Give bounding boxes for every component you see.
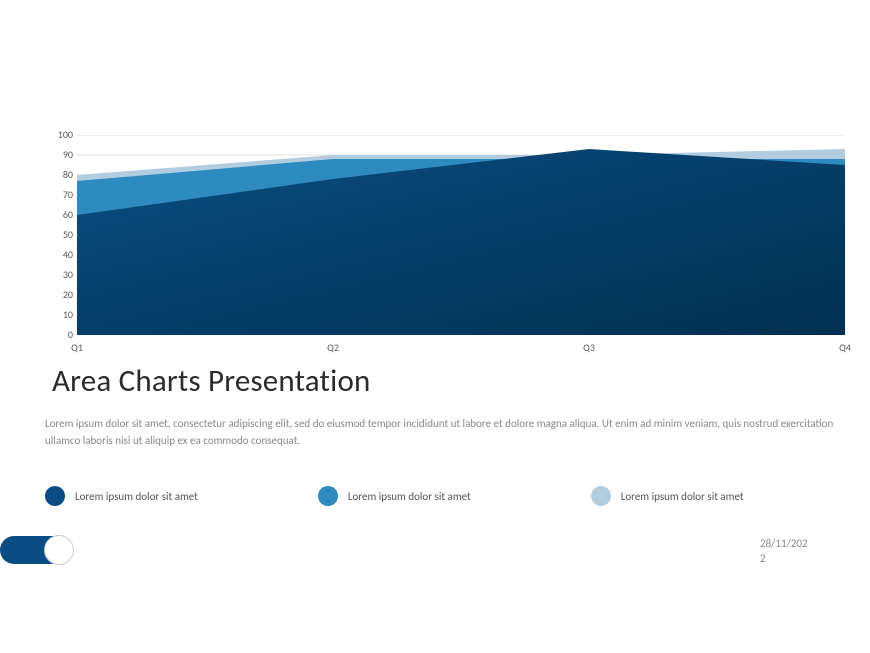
toggle-switch[interactable] — [0, 536, 72, 564]
slide-container: 100 90 80 70 60 50 40 30 20 10 0 — [0, 0, 870, 653]
chart-plot — [77, 135, 845, 335]
legend-item-3: Lorem ipsum dolor sit amet — [591, 486, 744, 506]
legend-dot-icon — [318, 486, 338, 506]
legend-dot-icon — [45, 486, 65, 506]
legend-label: Lorem ipsum dolor sit amet — [621, 490, 744, 503]
y-label: 50 — [47, 230, 73, 240]
x-label: Q4 — [839, 341, 851, 354]
y-label: 20 — [47, 290, 73, 300]
description-text: Lorem ipsum dolor sit amet, consectetur … — [45, 416, 835, 449]
y-label: 60 — [47, 210, 73, 220]
area-chart: 100 90 80 70 60 50 40 30 20 10 0 — [45, 135, 845, 360]
legend-item-1: Lorem ipsum dolor sit amet — [45, 486, 198, 506]
y-label: 80 — [47, 170, 73, 180]
y-label: 0 — [47, 330, 73, 340]
page-title: Area Charts Presentation — [52, 362, 371, 400]
y-label: 70 — [47, 190, 73, 200]
slide-date: 28/11/2022 — [760, 536, 810, 567]
y-label: 10 — [47, 310, 73, 320]
legend-dot-icon — [591, 486, 611, 506]
y-label: 90 — [47, 150, 73, 160]
y-label: 100 — [47, 130, 73, 140]
x-axis: Q1 Q2 Q3 Q4 — [77, 341, 845, 357]
legend-label: Lorem ipsum dolor sit amet — [75, 490, 198, 503]
x-label: Q3 — [583, 341, 595, 354]
x-label: Q1 — [71, 341, 83, 354]
chart-legend: Lorem ipsum dolor sit amet Lorem ipsum d… — [45, 486, 845, 506]
x-label: Q2 — [327, 341, 339, 354]
y-label: 30 — [47, 270, 73, 280]
title-block: Area Charts Presentation — [52, 362, 371, 400]
y-label: 40 — [47, 250, 73, 260]
toggle-knob — [44, 535, 74, 565]
legend-item-2: Lorem ipsum dolor sit amet — [318, 486, 471, 506]
y-axis: 100 90 80 70 60 50 40 30 20 10 0 — [45, 135, 73, 335]
legend-label: Lorem ipsum dolor sit amet — [348, 490, 471, 503]
